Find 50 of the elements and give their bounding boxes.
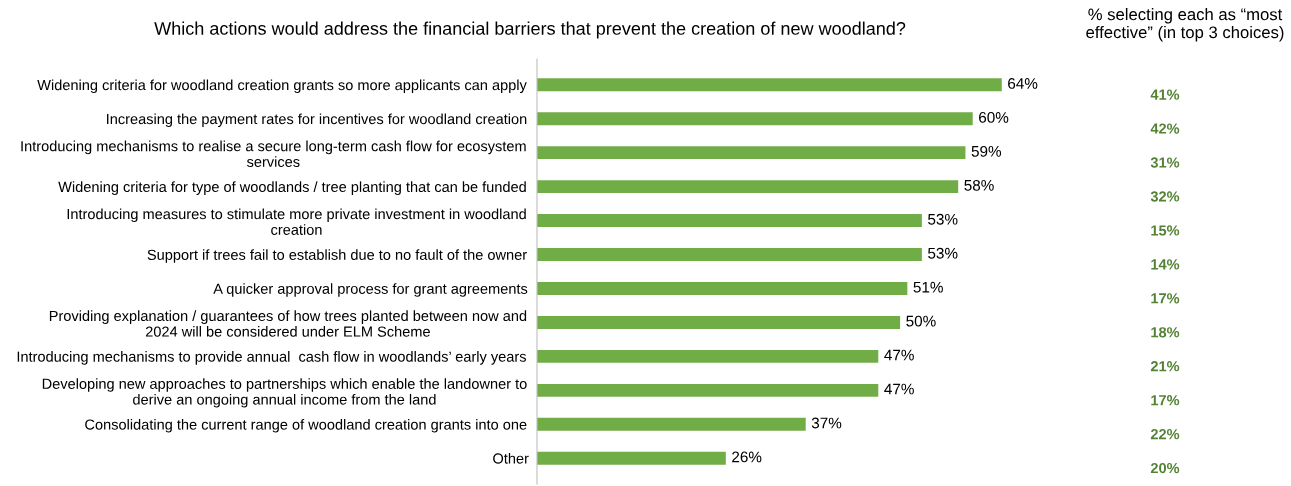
y-tick-label: Widening criteria for woodland creation grants so more applicants can apply xyxy=(37,79,527,94)
bar xyxy=(537,349,879,363)
data-label: 50% xyxy=(906,315,936,327)
bar xyxy=(537,146,966,160)
text: 42% xyxy=(1150,123,1180,134)
y-tick-label: A quicker approval process for grant agreements xyxy=(213,283,528,297)
y-tick-label: Introducing measures to stimulate more private investment in woodland creation xyxy=(67,208,526,235)
text: 14% xyxy=(1151,259,1180,270)
bar xyxy=(537,248,922,261)
y-tick-label: Support if trees fail to establish due to no fault of the owner xyxy=(147,249,527,263)
bar xyxy=(537,282,908,295)
y-tick-label: Introducing mechanisms to provide annual cash flow in woodlands’ early years xyxy=(17,351,526,365)
text: 22% xyxy=(1150,428,1180,440)
text: 17% xyxy=(1151,293,1180,304)
y-tick-label: Providing explanation / guarantees of how trees planted between now and 2024 will be considered under ELM Scheme xyxy=(49,310,527,337)
data-label: 53% xyxy=(928,247,958,259)
data-label: 64% xyxy=(1008,78,1038,89)
y-tick-label: Consolidating the current range of woodland creation grants into one xyxy=(85,419,527,433)
data-label: 60% xyxy=(979,112,1009,123)
y-tick-label: Other xyxy=(493,452,529,464)
text: 15% xyxy=(1151,225,1180,236)
bar xyxy=(537,315,901,329)
y-tick-label: Increasing the payment rates for incentives for woodland creation xyxy=(107,113,527,128)
text: 41% xyxy=(1150,89,1180,100)
bar xyxy=(537,451,726,465)
text: 21% xyxy=(1150,361,1180,372)
bar xyxy=(537,417,806,431)
text: 18% xyxy=(1151,327,1180,338)
bar xyxy=(537,180,959,194)
data-label: 59% xyxy=(971,145,1002,157)
data-label: 26% xyxy=(732,451,762,463)
text: 32% xyxy=(1150,191,1180,202)
data-label: 47% xyxy=(884,349,914,361)
text: 20% xyxy=(1150,462,1180,474)
text: 31% xyxy=(1150,157,1180,168)
bar xyxy=(537,214,922,228)
bar xyxy=(537,383,879,397)
data-label: 53% xyxy=(928,213,958,225)
bar xyxy=(537,112,973,126)
data-label: 51% xyxy=(913,281,943,293)
data-label: 47% xyxy=(884,383,914,395)
y-tick-label: Introducing mechanisms to realise a secure long-term cash flow for ecosystem services xyxy=(21,140,526,168)
text: 17% xyxy=(1151,395,1180,406)
y-tick-label: Widening criteria for type of woodlands / tree planting that can be funded xyxy=(58,181,526,195)
data-label: 58% xyxy=(964,179,994,191)
y-tick-label: Developing new approaches to partnerships which enable the landowner to derive an ongoing annual income from the land xyxy=(42,378,527,408)
bar xyxy=(537,78,1002,92)
data-label: 37% xyxy=(811,417,842,429)
text: % selecting each as “most effective” (in top 3 choices) xyxy=(1086,8,1284,42)
chart-title: Which actions would address the financial barriers that prevent the creation of new woodland? xyxy=(154,21,906,39)
